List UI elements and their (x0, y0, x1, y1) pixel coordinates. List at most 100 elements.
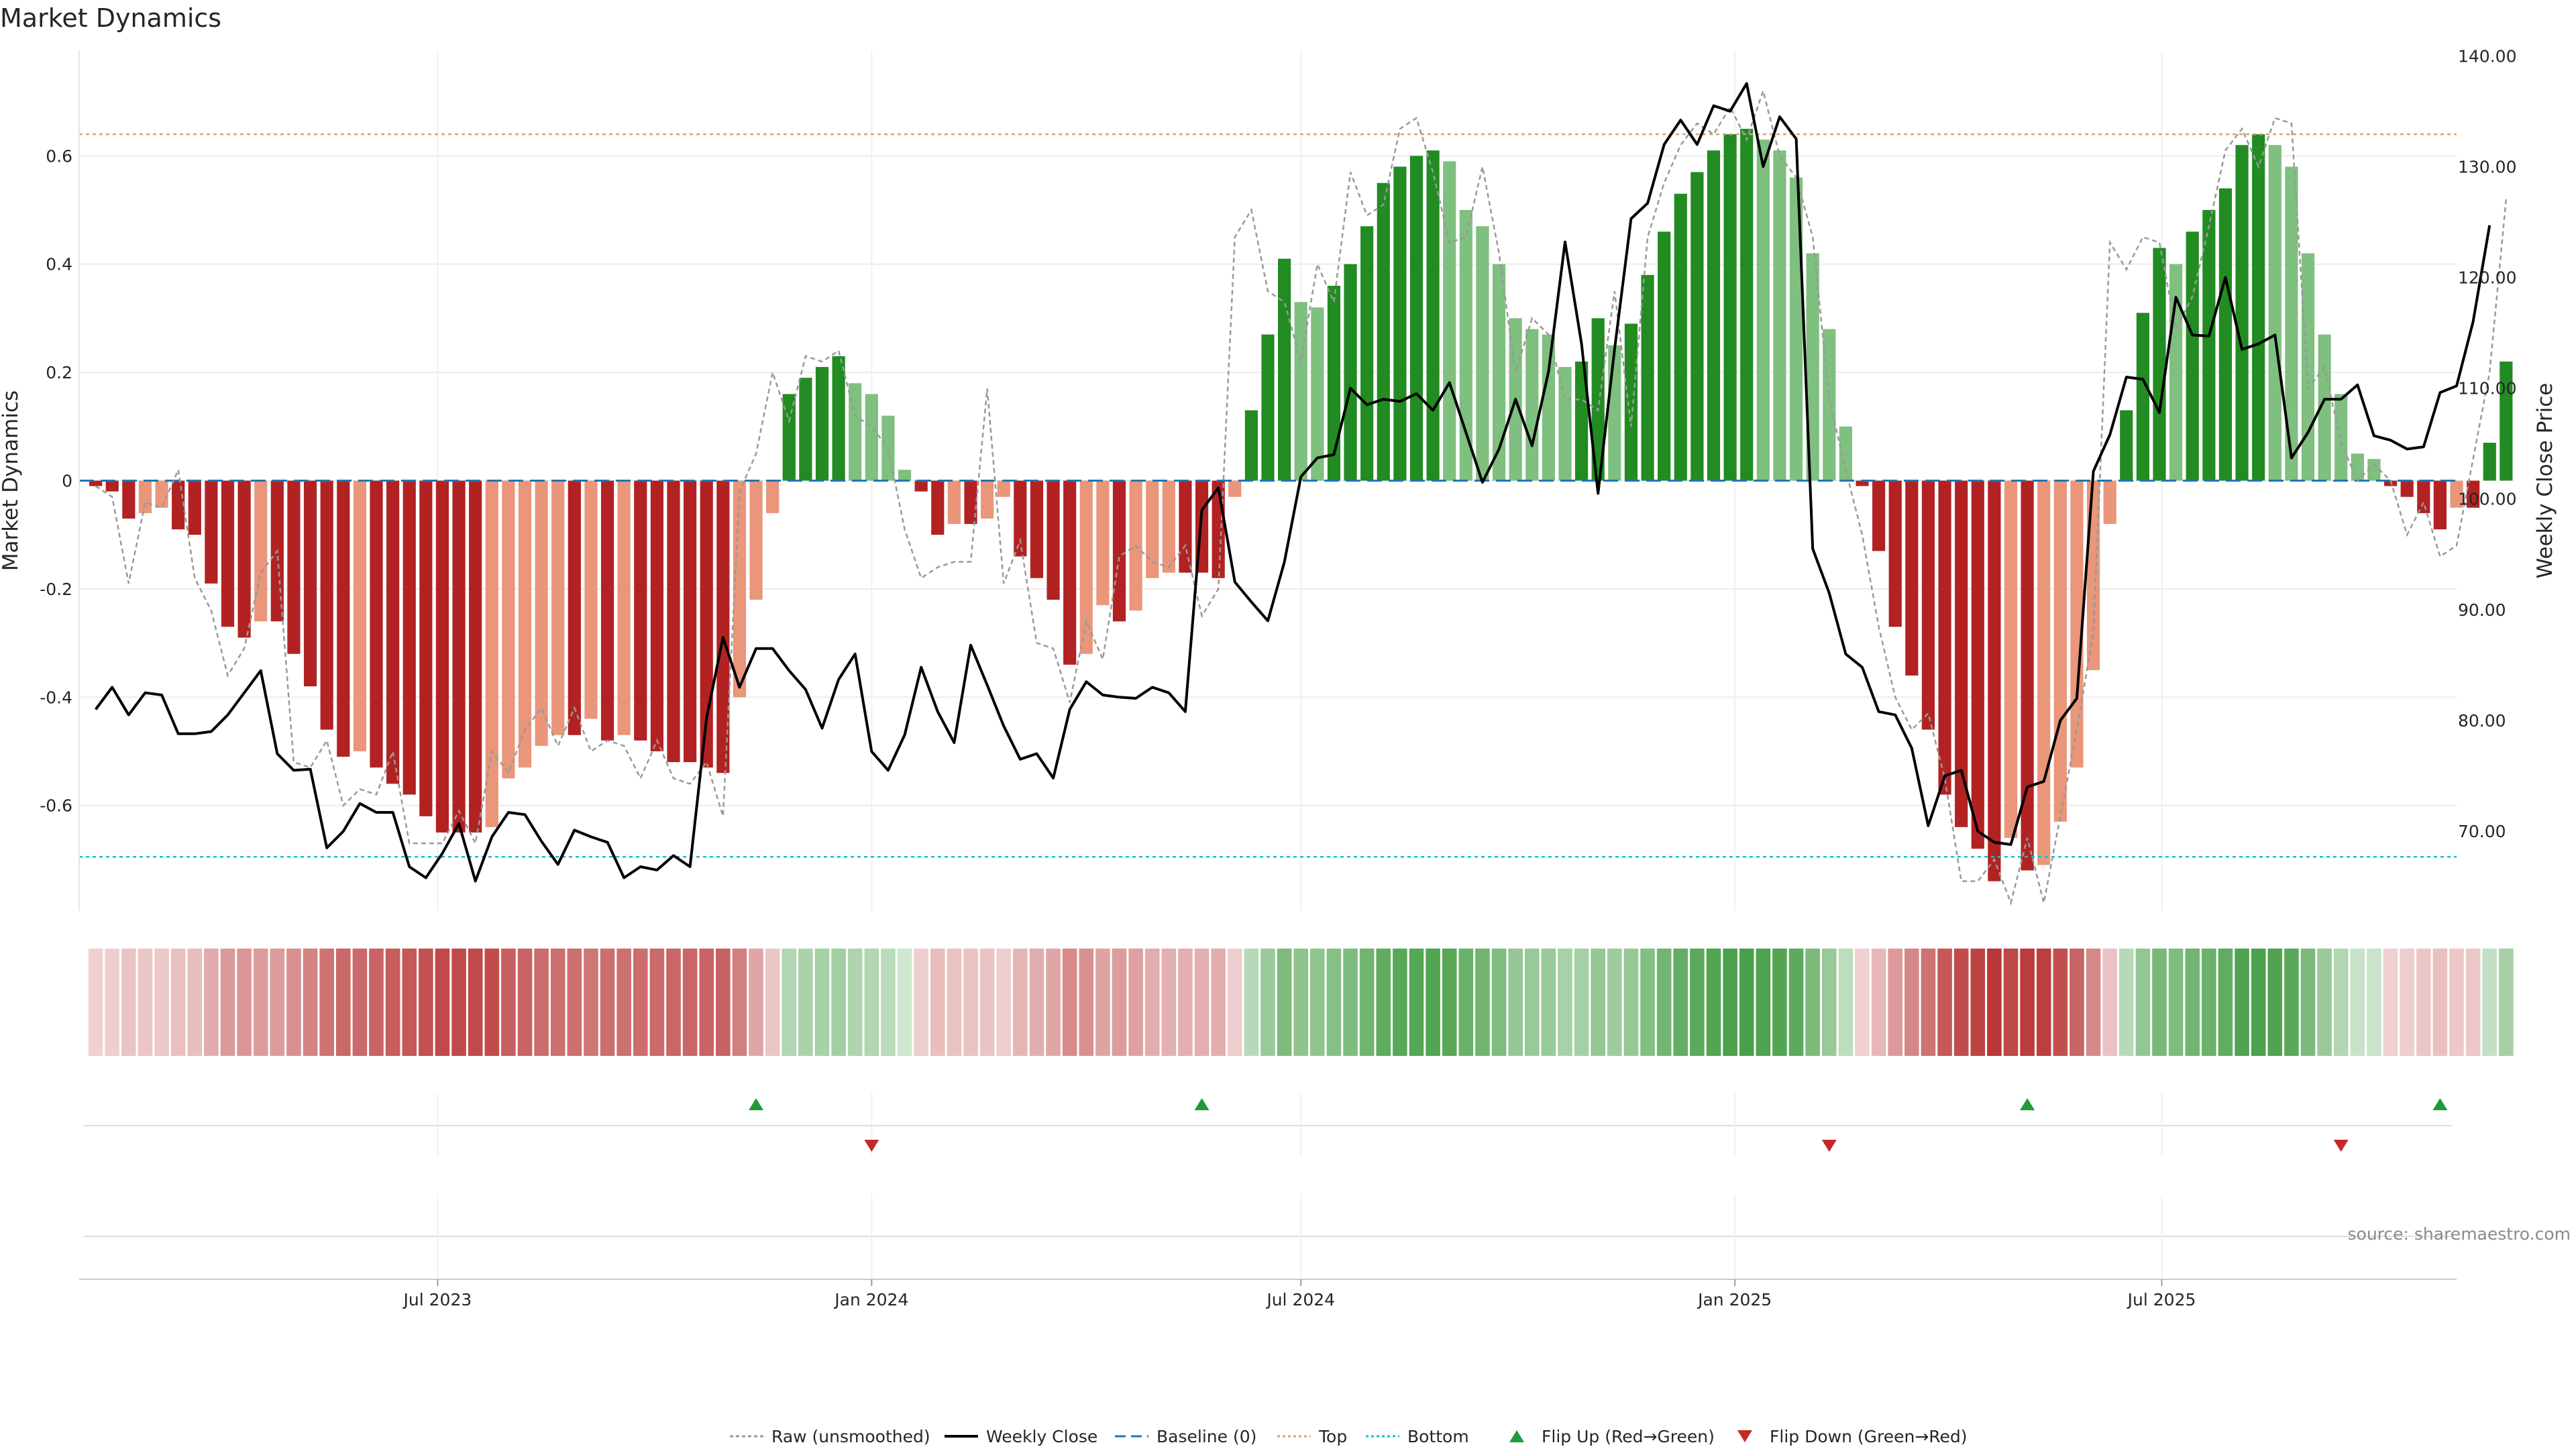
dynamics-bar (205, 480, 218, 584)
strip-cell (881, 949, 896, 1056)
strip-cell (468, 949, 483, 1056)
dynamics-bar (684, 480, 697, 763)
strip-cell (1062, 949, 1077, 1056)
dynamics-bar (997, 480, 1010, 497)
strip-cell (1640, 949, 1655, 1056)
strip-cell (798, 949, 813, 1056)
strip-cell (1904, 949, 1919, 1056)
dynamics-bar (89, 480, 103, 486)
dynamics-bar (1938, 480, 1951, 795)
strip-cell (2267, 949, 2283, 1056)
dynamics-bar (303, 480, 317, 687)
dynamics-bar (502, 480, 515, 779)
flip-down-marker (2333, 1140, 2349, 1152)
strip-cell (402, 949, 417, 1056)
strip-cell (2020, 949, 2035, 1056)
strip-cell (1194, 949, 1210, 1056)
strip-cell (1326, 949, 1342, 1056)
strip-cell (1211, 949, 1226, 1056)
strip-cell (435, 949, 450, 1056)
right-tick-label: 120.00 (2458, 268, 2516, 288)
dynamics-bar (964, 480, 977, 525)
strip-cell (319, 949, 334, 1056)
legend-flip-down-swatch (1737, 1430, 1752, 1442)
strip-cell (765, 949, 780, 1056)
dynamics-bar (1311, 307, 1324, 481)
flip-up-marker (2020, 1098, 2035, 1110)
strip-cell (1756, 949, 1771, 1056)
strip-cell (88, 949, 103, 1056)
strip-cell (105, 949, 120, 1056)
strip-cell (732, 949, 747, 1056)
dynamics-bar (1988, 480, 2001, 881)
strip-cell (716, 949, 731, 1056)
strip-cell (1656, 949, 1672, 1056)
dynamics-bar (1674, 193, 1687, 481)
dynamics-bar (551, 480, 565, 735)
strip-cell (1112, 949, 1127, 1056)
dynamics-bar (353, 480, 366, 751)
strip-cell (1161, 949, 1177, 1056)
dynamics-bar (402, 480, 416, 795)
strip-cell (2235, 949, 2249, 1056)
x-axis: Jul 2023 Jan 2024 Jul 2024 Jan 2025 Jul 2025 (79, 1279, 2457, 1309)
dynamics-bar (1905, 480, 1919, 676)
strip-cell (170, 949, 186, 1056)
strip-cell (947, 949, 962, 1056)
strip-cell (1706, 949, 1721, 1056)
right-axis-title: Weekly Close Price (2533, 383, 2557, 579)
dynamics-bar (254, 480, 268, 622)
strip-cell (1723, 949, 1737, 1056)
legend-top-label: Top (1318, 1427, 1347, 1446)
strip-cell (1293, 949, 1309, 1056)
strip-cell (2202, 949, 2216, 1056)
dynamics-bar (1179, 480, 1192, 573)
dynamics-bar (2037, 480, 2051, 865)
strip-cell (864, 949, 879, 1056)
dynamics-bar (1591, 318, 1605, 481)
strip-cell (2251, 949, 2266, 1056)
strip-cell (2152, 949, 2167, 1056)
dynamics-bar (2070, 480, 2084, 768)
strip-cell (814, 949, 830, 1056)
strip-cell (484, 949, 500, 1056)
left-tick-label: -0.6 (40, 796, 72, 816)
strip-cell (1046, 949, 1061, 1056)
dynamics-bar (1773, 150, 1786, 481)
dynamics-bar (2235, 145, 2249, 481)
strip-cell (914, 949, 928, 1056)
dynamics-bar (2202, 210, 2216, 481)
left-tick-label: 0.6 (46, 146, 72, 166)
left-tick-label: 0.2 (46, 363, 72, 382)
dynamics-bar (1079, 480, 1093, 654)
dynamics-bar (1789, 177, 1803, 481)
dynamics-bar (1393, 166, 1407, 481)
strip-cell (749, 949, 763, 1056)
dynamics-bar (1476, 226, 1489, 481)
strip-cell (649, 949, 665, 1056)
strip-cell (1673, 949, 1688, 1056)
main-panel-axes: -0.6 -0.4 -0.2 0 0.2 0.4 0.6 70.00 80.00 90.00 100… (0, 46, 2557, 911)
dynamics-bar (2120, 410, 2133, 481)
strip-cell (1871, 949, 1886, 1056)
strip-cell (2300, 949, 2316, 1056)
dynamics-bar (782, 394, 796, 481)
dynamics-bar (337, 480, 350, 757)
chart-title: Market Dynamics (0, 3, 221, 33)
strip-cell (2350, 949, 2365, 1056)
dynamics-bar (1575, 361, 1589, 481)
strip-cell (154, 949, 169, 1056)
dynamics-bar (1658, 231, 1671, 481)
strip-cell (1558, 949, 1572, 1056)
strip-cell (2432, 949, 2448, 1056)
dynamics-bar (914, 480, 928, 492)
strip-cell (303, 949, 318, 1056)
strip-cell (1591, 949, 1606, 1056)
dynamics-bar (138, 480, 152, 513)
strip-cell (2168, 949, 2184, 1056)
strip-cell (1541, 949, 1556, 1056)
dynamics-bar (172, 480, 185, 530)
strip-cell (451, 949, 466, 1056)
strip-cell (1987, 949, 2002, 1056)
